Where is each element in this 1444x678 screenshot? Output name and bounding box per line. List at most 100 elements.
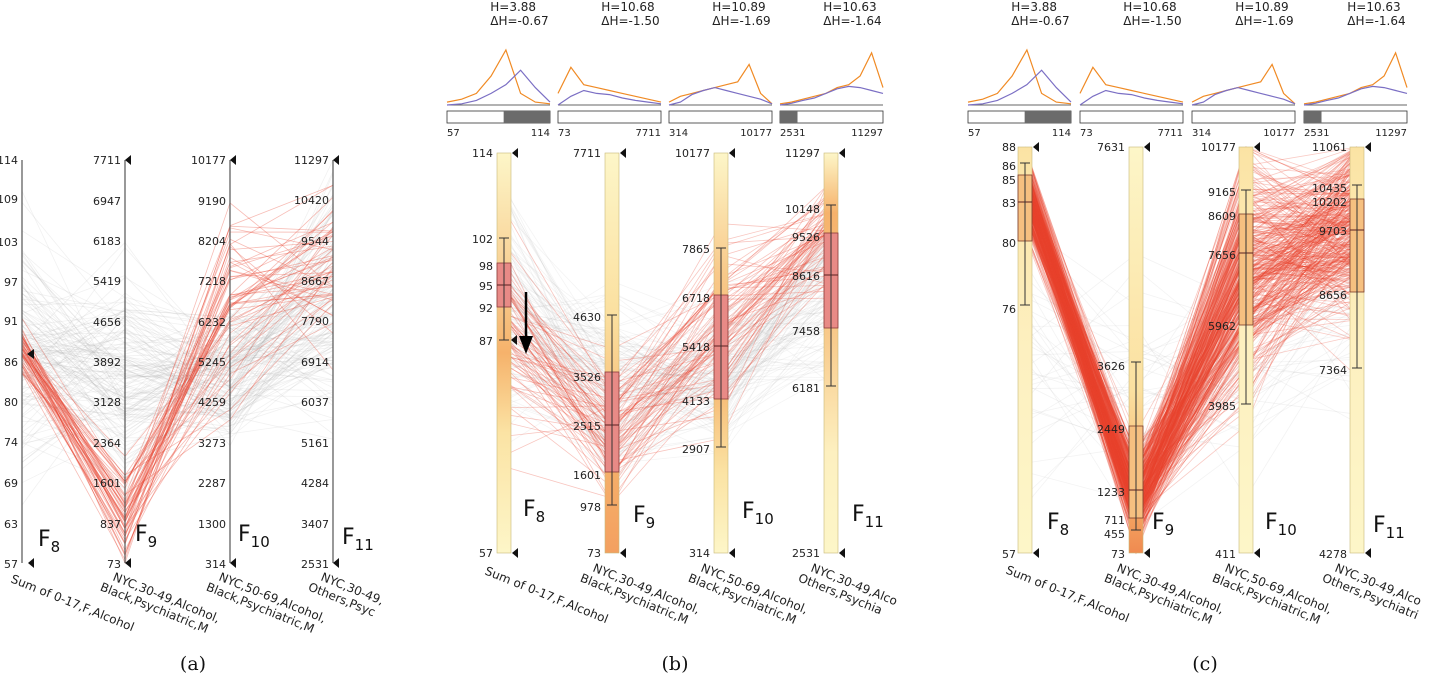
context-line [503, 298, 832, 396]
highlight-line [1024, 189, 1358, 465]
highlight-line [1024, 169, 1358, 516]
context-line [21, 296, 334, 396]
highlight-line [503, 249, 832, 474]
context-line [503, 258, 832, 434]
axis-symbol: F11 [852, 502, 884, 531]
tick-label: 7218 [198, 275, 226, 288]
highlight-line [1024, 170, 1358, 526]
range-bar[interactable] [1191, 110, 1296, 124]
context-line [21, 230, 334, 389]
highlight-line [1024, 181, 1358, 511]
highlight-line [503, 241, 832, 416]
highlight-line [1024, 203, 1358, 470]
highlight-line [503, 267, 832, 399]
highlight-line [1024, 146, 1358, 500]
highlight-line [1024, 181, 1358, 497]
axis-end-marker [125, 155, 131, 165]
context-line [21, 280, 334, 506]
highlight-line [1024, 150, 1358, 517]
entropy-delta-label: ΔH=-1.69 [1235, 14, 1293, 28]
range-bar[interactable] [668, 110, 773, 124]
axis-symbol: F10 [742, 499, 774, 528]
highlight-line [503, 235, 832, 451]
axis-end-marker [1365, 142, 1371, 152]
highlight-line [503, 201, 832, 450]
highlight-line [503, 235, 832, 413]
context-line [503, 268, 832, 381]
highlight-line [1024, 215, 1358, 486]
tick-label: 4278 [1319, 548, 1347, 561]
highlight-line [1024, 190, 1358, 540]
context-line [1024, 287, 1358, 450]
highlight-line [503, 244, 832, 453]
context-line [503, 191, 832, 463]
highlight-line [1024, 185, 1358, 501]
context-line [21, 351, 334, 398]
highlight-line [1024, 207, 1358, 499]
context-line [1024, 258, 1358, 502]
context-line [21, 215, 334, 382]
box-label: 6718 [682, 292, 710, 305]
context-line [503, 326, 832, 431]
highlight-line [1024, 146, 1358, 468]
context-line [503, 312, 832, 371]
panel-caption: (c) [1192, 653, 1217, 675]
context-line [503, 218, 832, 424]
highlight-line [1024, 192, 1358, 515]
highlight-line [1024, 194, 1358, 531]
highlight-line [503, 191, 832, 429]
entropy-label: H=3.88 [490, 0, 536, 14]
highlight-line [1024, 186, 1358, 533]
range-bar[interactable] [1079, 110, 1184, 124]
highlight-line [1024, 200, 1358, 516]
highlight-line [1024, 181, 1358, 518]
tick-label: 6947 [93, 195, 121, 208]
context-line [503, 343, 832, 368]
tick-label: 5245 [198, 356, 226, 369]
highlight-line [1024, 177, 1358, 525]
highlight-line [1024, 169, 1358, 520]
box-label: 10435 [1312, 182, 1347, 195]
highlight-line [1024, 162, 1358, 496]
context-line [21, 330, 334, 435]
axis-end-marker [230, 558, 236, 568]
highlight-line [1024, 163, 1358, 511]
highlight-line [1024, 150, 1358, 519]
box-label: 7364 [1319, 364, 1347, 377]
context-line [21, 283, 334, 367]
highlight-line [1024, 162, 1358, 534]
highlight-line [503, 238, 832, 456]
context-line [21, 227, 334, 459]
highlight-line [1024, 191, 1358, 508]
tick-label: 1601 [93, 477, 121, 490]
context-line [1024, 172, 1358, 356]
highlight-line [1024, 210, 1358, 543]
highlight-line [1024, 200, 1358, 507]
range-bar[interactable] [557, 110, 662, 124]
context-line [503, 310, 832, 384]
range-min-label: 73 [558, 128, 571, 139]
box-label: 95 [479, 280, 493, 293]
highlight-line [1024, 152, 1358, 482]
context-line [1024, 245, 1358, 411]
highlight-line [1024, 178, 1358, 497]
highlight-line [21, 271, 334, 522]
highlight-line [21, 245, 334, 520]
context-line [503, 226, 832, 426]
highlight-line [1024, 158, 1358, 515]
highlight-line [503, 228, 832, 488]
highlight-line [1024, 182, 1358, 555]
tick-label: 11061 [1312, 141, 1347, 154]
tick-label: 63 [4, 518, 18, 531]
highlight-line [1024, 202, 1358, 498]
context-line [21, 363, 334, 444]
tick-label: 86 [4, 356, 18, 369]
highlight-line [21, 256, 334, 535]
highlight-line [1024, 165, 1358, 490]
context-line [21, 288, 334, 403]
axis-end-marker [1033, 142, 1039, 152]
highlight-line [1024, 161, 1358, 551]
tick-label: 4656 [93, 316, 121, 329]
highlight-line [1024, 182, 1358, 530]
